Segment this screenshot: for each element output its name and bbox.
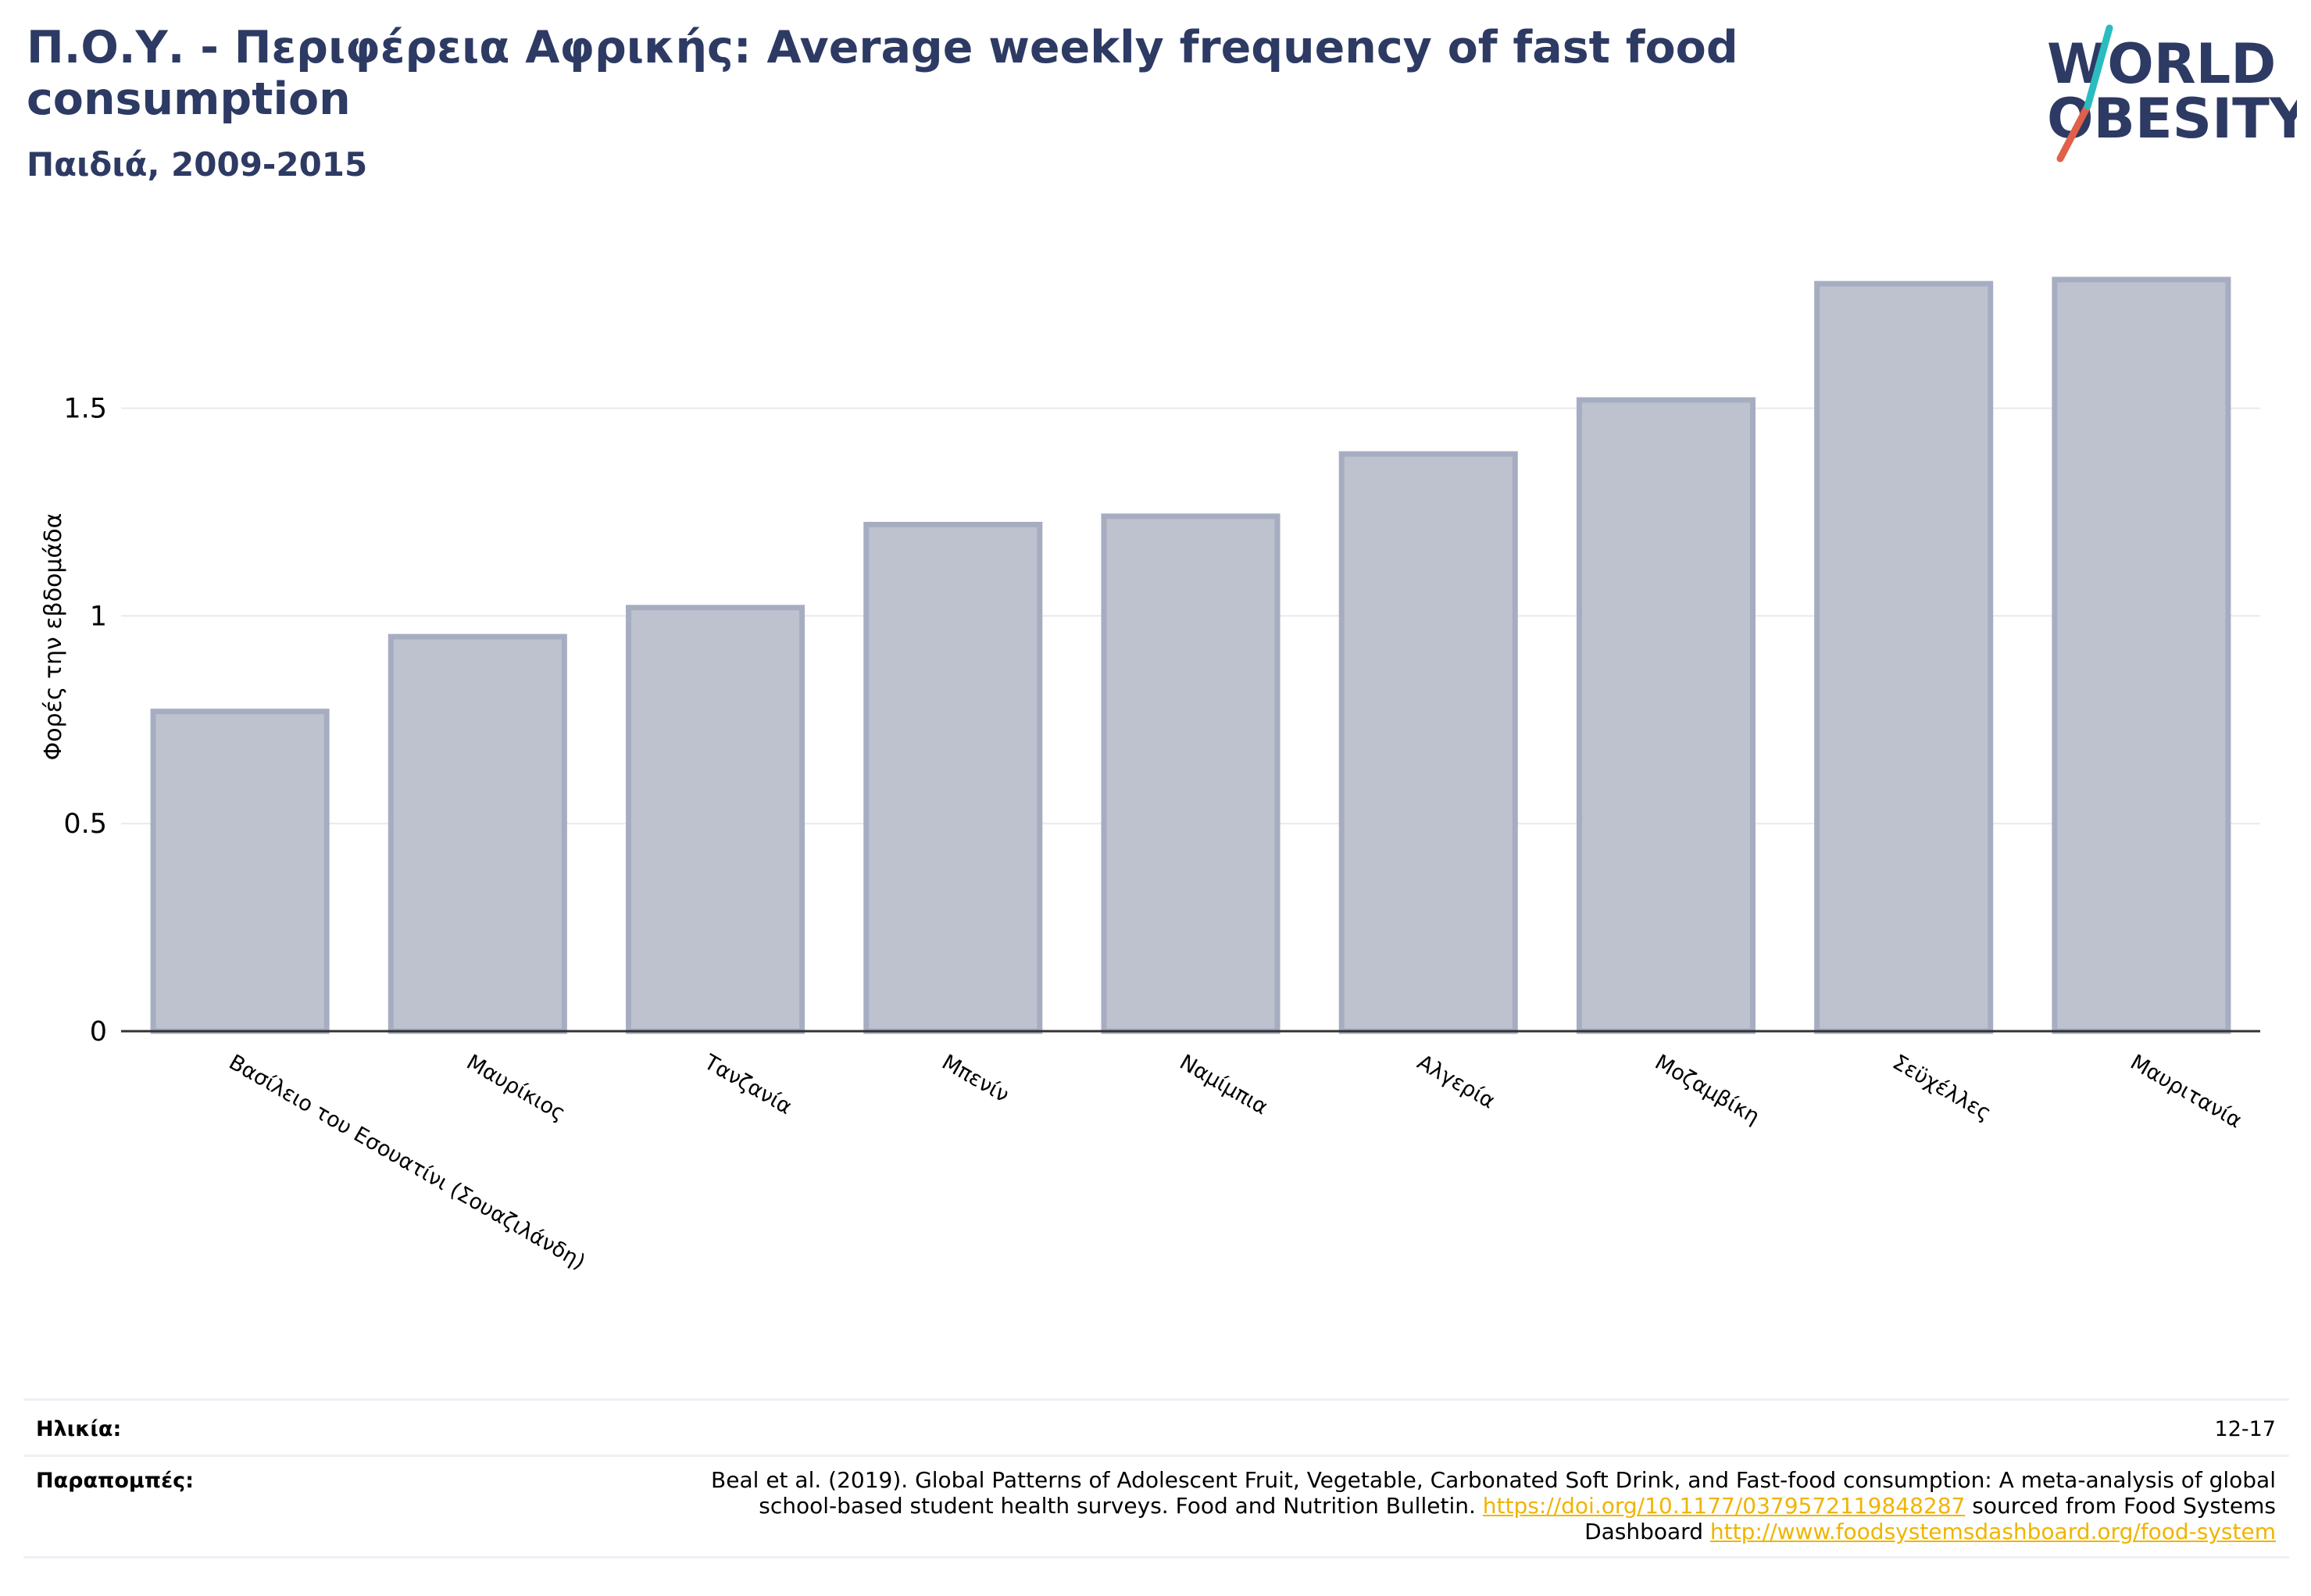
chart-title: Π.Ο.Υ. - Περιφέρεια Αφρικής: Average wee… (27, 22, 1738, 125)
age-value: 12-17 (2214, 1417, 2276, 1441)
references-text: Beal et al. (2019). Global Patterns of A… (674, 1467, 2276, 1544)
bar-chart: 0 0.5 1 1.5 Βασίλειο του Εσουατίνι (Σουαζιλά… (40, 277, 2260, 1275)
bar[interactable] (388, 634, 567, 1034)
y-tick-label: 0 (90, 1016, 107, 1048)
bar[interactable] (1576, 397, 1756, 1034)
x-tick-label: Σεϋχέλλες (1888, 1050, 1995, 1126)
x-tick-label: Τανζανία (699, 1050, 796, 1119)
x-tick-label: Αλγερία (1413, 1050, 1499, 1113)
x-tick-label: Μαυριτανία (2126, 1050, 2245, 1133)
age-label: Ηλικία: (36, 1417, 122, 1441)
x-tick-label: Μοζαμβίκη (1651, 1050, 1763, 1129)
footer-divider-top (23, 1398, 2289, 1401)
x-tick-label: Βασίλειο του Εσουατίνι (Σουαζιλάνδη) (225, 1050, 590, 1274)
food-systems-dashboard-link[interactable]: http://www.foodsystemsdashboard.org/food… (1709, 1519, 2276, 1544)
bar[interactable] (2052, 277, 2231, 1034)
references-text-2: sourced from Food Systems Dashboard (1584, 1493, 2276, 1544)
logo-line1: WORLD (2047, 32, 2276, 96)
y-tick-label: 0.5 (63, 809, 107, 840)
references-text-1: Beal et al. (2019). Global Patterns of A… (711, 1467, 2276, 1519)
bar[interactable] (150, 709, 330, 1034)
bars (150, 277, 2231, 1034)
logo-slash-red-icon (2056, 102, 2091, 162)
x-tick-label: Μαυρίκιος (463, 1050, 570, 1126)
y-tick-label: 1.5 (63, 394, 107, 425)
bar[interactable] (1814, 280, 1994, 1034)
references-label: Παραπομπές: (36, 1469, 194, 1493)
x-tick-label: Μπενίν (938, 1050, 1013, 1108)
x-tick-label: Ναμίμπια (1175, 1050, 1271, 1119)
y-tick-label: 1 (90, 601, 107, 632)
y-axis-label: Φορές την εβδομάδα (40, 513, 67, 761)
doi-link[interactable]: https://doi.org/10.1177/0379572119848287 (1482, 1493, 1966, 1519)
footer-divider-bottom (23, 1556, 2289, 1559)
footer-divider-middle (23, 1455, 2289, 1457)
logo-slash-teal-icon (2084, 24, 2113, 110)
chart-subtitle: Παιδιά, 2009-2015 (27, 145, 368, 184)
bar[interactable] (1338, 451, 1518, 1034)
world-obesity-logo: WORLD OBESITY (2047, 24, 2297, 162)
bar[interactable] (863, 521, 1043, 1034)
bar[interactable] (1101, 513, 1281, 1034)
bar[interactable] (626, 605, 805, 1034)
